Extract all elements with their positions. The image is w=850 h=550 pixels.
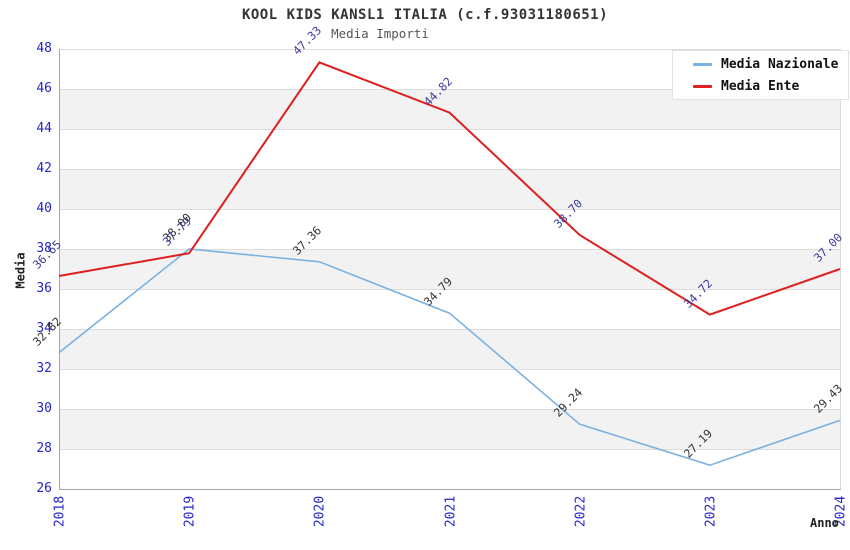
grid-band xyxy=(59,289,840,329)
grid-band xyxy=(59,249,840,289)
x-axis-line xyxy=(59,489,841,490)
y-tick-label: 38 xyxy=(36,241,52,256)
y-tick-label: 32 xyxy=(36,361,52,376)
grid-band xyxy=(59,129,840,169)
y-tick-label: 44 xyxy=(36,121,52,136)
gridline xyxy=(59,289,840,290)
legend-item-media-ente: Media Ente xyxy=(693,79,848,94)
legend-item-media-nazionale: Media Nazionale xyxy=(693,57,848,72)
gridline xyxy=(59,49,840,50)
plot-right-border xyxy=(840,49,841,489)
y-tick-label: 34 xyxy=(36,321,52,336)
grid-band xyxy=(59,409,840,449)
gridline xyxy=(59,369,840,370)
gridline xyxy=(59,169,840,170)
y-axis-line xyxy=(59,49,60,489)
y-tick-label: 42 xyxy=(36,161,52,176)
gridline xyxy=(59,449,840,450)
gridline xyxy=(59,89,840,90)
legend-label: Media Nazionale xyxy=(721,56,839,72)
grid-band xyxy=(59,169,840,209)
chart-subtitle: Media Importi xyxy=(331,26,429,41)
gridline xyxy=(59,249,840,250)
grid-band xyxy=(59,449,840,489)
grid-band xyxy=(59,209,840,249)
gridline xyxy=(59,409,840,410)
y-tick-label: 36 xyxy=(36,281,52,296)
grid-band xyxy=(59,369,840,409)
legend: Media Nazionale Media Ente xyxy=(672,50,849,100)
y-tick-label: 26 xyxy=(36,481,52,496)
x-axis-label: Anno xyxy=(810,516,839,530)
series-line-media-nazionale xyxy=(58,248,841,467)
y-tick-label: 48 xyxy=(36,41,52,56)
legend-swatch-red-line-icon xyxy=(693,84,712,88)
grid-band xyxy=(59,329,840,369)
y-axis-label: Media xyxy=(13,252,28,289)
legend-label: Media Ente xyxy=(721,78,800,94)
gridline xyxy=(59,329,840,330)
y-tick-label: 30 xyxy=(36,401,52,416)
gridline xyxy=(59,129,840,130)
legend-swatch-blue-line-icon xyxy=(693,62,712,66)
gridline xyxy=(59,209,840,210)
series-line-media-ente xyxy=(58,61,841,316)
y-tick-label: 40 xyxy=(36,201,52,216)
chart-title: KOOL KIDS KANSL1 ITALIA (c.f.93031180651… xyxy=(241,7,609,23)
y-tick-label: 46 xyxy=(36,81,52,96)
y-tick-label: 28 xyxy=(36,441,52,456)
